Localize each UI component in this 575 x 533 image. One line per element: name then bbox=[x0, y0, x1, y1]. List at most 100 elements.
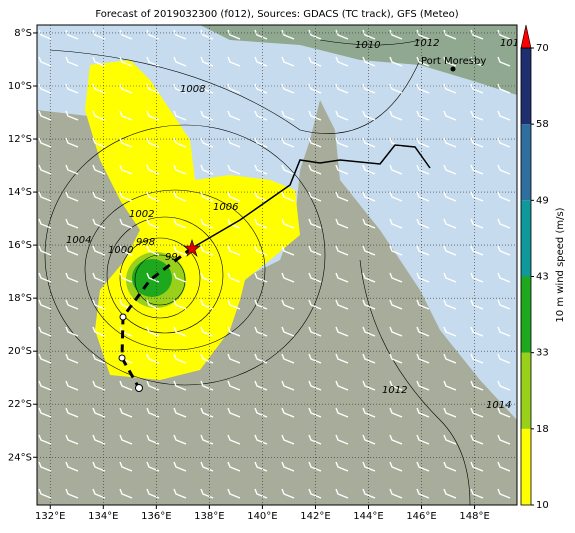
wind-barb bbox=[38, 380, 52, 391]
wind-barb bbox=[92, 29, 106, 40]
wind-barb bbox=[335, 191, 349, 202]
wind-barb bbox=[254, 434, 268, 445]
wind-barb bbox=[335, 272, 349, 283]
wind-barb bbox=[65, 83, 79, 94]
isobar-label: 1004 bbox=[66, 235, 91, 246]
wind-barb bbox=[146, 56, 160, 67]
wind-barb bbox=[470, 110, 484, 121]
wind-barb bbox=[362, 191, 376, 202]
wind-barb bbox=[416, 245, 430, 256]
wind-barb bbox=[173, 245, 187, 256]
wind-barb bbox=[65, 326, 79, 337]
isobar-label: 1012 bbox=[414, 38, 439, 49]
track-point bbox=[118, 354, 126, 362]
wind-barb bbox=[497, 137, 511, 148]
wind-barb bbox=[470, 488, 484, 499]
x-tick-label: 146°E bbox=[406, 511, 436, 522]
wind-barb bbox=[362, 110, 376, 121]
wind-barb bbox=[254, 110, 268, 121]
colorbar-tick-label: 49 bbox=[536, 195, 549, 206]
wind-barb bbox=[308, 407, 322, 418]
wind-barb bbox=[119, 407, 133, 418]
wind-barb bbox=[308, 110, 322, 121]
wind-barb bbox=[173, 29, 187, 40]
wind-barb bbox=[254, 272, 268, 283]
storm-position bbox=[183, 239, 201, 257]
wind-barb bbox=[335, 488, 349, 499]
wind-barb bbox=[254, 218, 268, 229]
wind-barb bbox=[227, 137, 241, 148]
wind-barb bbox=[308, 191, 322, 202]
wind-barb bbox=[416, 56, 430, 67]
wind-barb bbox=[497, 191, 511, 202]
track-observed bbox=[191, 144, 431, 249]
wind-barb bbox=[443, 164, 457, 175]
isobar-label: 1014 bbox=[486, 400, 511, 411]
isobar-label: 1000 bbox=[108, 245, 133, 256]
y-tick-label: 22°S bbox=[8, 399, 32, 410]
wind-barb bbox=[119, 461, 133, 472]
wind-barb bbox=[308, 29, 322, 40]
wind-barb bbox=[416, 461, 430, 472]
wind-barb bbox=[335, 245, 349, 256]
wind-barb bbox=[146, 461, 160, 472]
wind-barb bbox=[119, 245, 133, 256]
wind-barb bbox=[470, 353, 484, 364]
wind-barb bbox=[254, 137, 268, 148]
wind-barb bbox=[281, 245, 295, 256]
wind-barb bbox=[497, 245, 511, 256]
wind-barb bbox=[470, 326, 484, 337]
wind-barb bbox=[497, 407, 511, 418]
wind-barb bbox=[389, 299, 403, 310]
y-tick-label: 8°S bbox=[14, 28, 32, 39]
wind-barb bbox=[281, 164, 295, 175]
wind-barb bbox=[470, 299, 484, 310]
colorbar-segment bbox=[521, 428, 531, 505]
wind-barb bbox=[92, 137, 106, 148]
wind-barb bbox=[416, 380, 430, 391]
wind-barb bbox=[335, 29, 349, 40]
wind-barb bbox=[308, 137, 322, 148]
wind-barb bbox=[308, 380, 322, 391]
wind-barb bbox=[227, 380, 241, 391]
wind-barb bbox=[65, 218, 79, 229]
wind-barb bbox=[470, 191, 484, 202]
wind-barb bbox=[173, 110, 187, 121]
wind-barb bbox=[65, 488, 79, 499]
wind-barb bbox=[335, 461, 349, 472]
wind-barb bbox=[470, 245, 484, 256]
wind-barb bbox=[497, 353, 511, 364]
colorbar-tick-label: 58 bbox=[536, 119, 549, 130]
wind-barb bbox=[119, 56, 133, 67]
wind-barb bbox=[497, 299, 511, 310]
wind-barb bbox=[443, 83, 457, 94]
wind-barb bbox=[281, 434, 295, 445]
wind-barb bbox=[173, 83, 187, 94]
x-tick-label: 148°E bbox=[459, 511, 489, 522]
wind-barb bbox=[92, 191, 106, 202]
wind-barb bbox=[146, 110, 160, 121]
wind-barb bbox=[173, 434, 187, 445]
wind-barb bbox=[119, 380, 133, 391]
wind-barb bbox=[92, 353, 106, 364]
wind-barb bbox=[38, 461, 52, 472]
wind-barb bbox=[254, 299, 268, 310]
wind-barb bbox=[389, 380, 403, 391]
wind-barb bbox=[92, 326, 106, 337]
wind-barb bbox=[443, 380, 457, 391]
wind-barb bbox=[65, 434, 79, 445]
wind-barb bbox=[38, 137, 52, 148]
wind-barb bbox=[254, 461, 268, 472]
wind-barb bbox=[65, 191, 79, 202]
wind-barb bbox=[281, 461, 295, 472]
wind-barb bbox=[38, 326, 52, 337]
wind-barb bbox=[362, 461, 376, 472]
wind-barb bbox=[497, 164, 511, 175]
wind-barb bbox=[146, 353, 160, 364]
wind-barb bbox=[65, 110, 79, 121]
colorbar-extend bbox=[520, 24, 532, 49]
wind-barb bbox=[281, 29, 295, 40]
wind-barb bbox=[362, 407, 376, 418]
wind-barb bbox=[308, 164, 322, 175]
wind-barb bbox=[362, 56, 376, 67]
